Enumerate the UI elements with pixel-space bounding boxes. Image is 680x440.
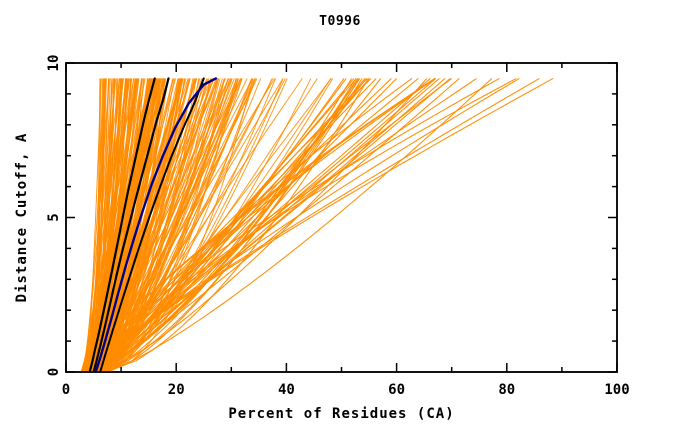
ensemble-curve <box>98 78 460 372</box>
ensemble-curve <box>87 78 239 372</box>
ensemble-curve <box>83 78 353 372</box>
ensemble-curve <box>82 77 540 372</box>
ensemble-curve <box>90 78 121 372</box>
ensemble-curve <box>94 78 367 372</box>
highlight-curves <box>88 77 218 372</box>
y-axis-title: Distance Cutoff, A <box>14 133 30 303</box>
ensemble-curve <box>106 78 369 372</box>
ensemble-curve <box>90 78 166 372</box>
highlight-curve-highlight-black-1 <box>88 77 156 372</box>
ensemble-curve <box>107 78 440 372</box>
ensemble-curve <box>109 78 288 372</box>
y-tick-label: 0 <box>46 368 62 376</box>
ensemble-curve <box>92 78 451 372</box>
ensemble-curve <box>86 78 102 372</box>
ensemble-curve <box>97 78 241 372</box>
ensemble-curve <box>108 78 184 372</box>
ensemble-curve <box>83 78 357 372</box>
x-tick-label: 100 <box>604 382 629 398</box>
highlight-curve-highlight-black-3 <box>99 77 205 372</box>
ensemble-curve <box>105 78 493 372</box>
y-tick-label: 5 <box>46 213 62 221</box>
curve-ensemble <box>80 77 554 372</box>
ensemble-curve <box>85 77 500 372</box>
ensemble-curve <box>92 77 436 372</box>
ensemble-curve <box>97 78 163 372</box>
x-tick-label: 60 <box>388 382 405 398</box>
ensemble-curve <box>90 78 126 372</box>
ensemble-curve <box>103 78 197 372</box>
page-title: T0996 <box>319 14 361 29</box>
axis-labels: 0 20 40 60 80 100 0 5 10 Percent of Residues (CA)… <box>14 55 630 422</box>
ensemble-curve <box>91 78 129 372</box>
ensemble-curve <box>85 78 275 372</box>
axis-ticks <box>65 62 618 373</box>
ensemble-curve <box>108 78 360 372</box>
ensemble-curve <box>97 78 452 372</box>
ensemble-curve <box>96 78 106 372</box>
ensemble-curve <box>88 78 262 372</box>
x-tick-label: 20 <box>168 382 185 398</box>
x-tick-label: 40 <box>278 382 295 398</box>
x-tick-label: 80 <box>498 382 515 398</box>
ensemble-curve <box>95 78 347 372</box>
y-tick-label: 10 <box>46 55 62 72</box>
ensemble-curve <box>89 78 110 372</box>
ensemble-curve <box>100 78 225 372</box>
ensemble-curve <box>94 78 392 372</box>
highlight-curve-highlight-blue <box>94 77 218 372</box>
x-axis-title: Percent of Residues (CA) <box>228 406 454 422</box>
highlight-curve-highlight-black-2 <box>92 77 170 372</box>
x-tick-label: 0 <box>62 382 70 398</box>
ensemble-curve <box>81 78 154 372</box>
